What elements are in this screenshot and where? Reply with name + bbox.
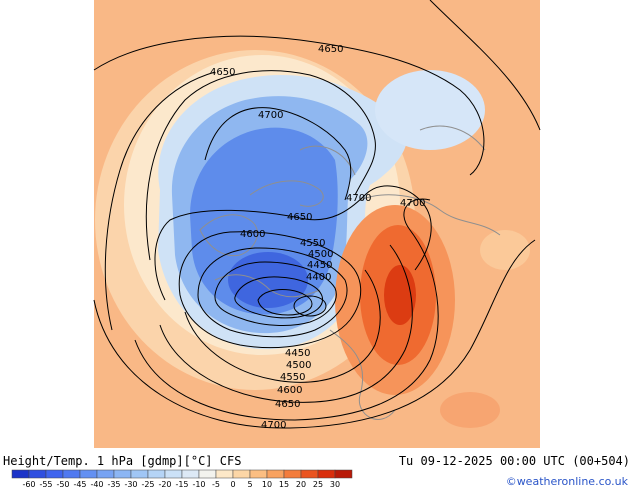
colorbar-swatch xyxy=(181,469,200,479)
colorbar-swatch xyxy=(232,469,251,479)
contour-label: 4700 xyxy=(258,110,283,121)
colorbar-tick-label: -50 xyxy=(56,480,69,489)
contour-label: 4400 xyxy=(306,272,331,283)
colorbar-swatch xyxy=(147,469,166,479)
colorbar-swatch xyxy=(198,469,217,479)
colorbar-tick-label: -55 xyxy=(39,480,52,489)
colorbar-swatch xyxy=(79,469,98,479)
colorbar-tick-label: 5 xyxy=(247,480,252,489)
colorbar-swatch xyxy=(96,469,115,479)
colorbar-swatch xyxy=(164,469,183,479)
contour-label: 4700 xyxy=(261,420,286,431)
contour-label: 4500 xyxy=(286,360,311,371)
colorbar-tick-label: -15 xyxy=(175,480,188,489)
contour-label: 4700 xyxy=(400,198,425,209)
warm-spot-east xyxy=(480,230,530,270)
contour-label: 4450 xyxy=(285,348,310,359)
colorbar-tick-label: -40 xyxy=(90,480,103,489)
colorbar-tick-label: -45 xyxy=(73,480,86,489)
colorbar-tick-label: -5 xyxy=(212,480,220,489)
colorbar-swatch xyxy=(45,469,64,479)
warm-spot-se xyxy=(440,392,500,428)
contour-label: 4600 xyxy=(240,229,265,240)
colorbar-tick-label: 20 xyxy=(296,480,306,489)
colorbar-swatch xyxy=(28,469,47,479)
forecast-datetime: Tu 09-12-2025 00:00 UTC (00+504) xyxy=(399,454,630,468)
contour-label: 4550 xyxy=(300,238,325,249)
contour-label: 4600 xyxy=(277,385,302,396)
colorbar-tick-label: -60 xyxy=(22,480,35,489)
colorbar-swatch xyxy=(266,469,285,479)
contour-label: 4550 xyxy=(280,372,305,383)
colorbar-swatch xyxy=(130,469,149,479)
colorbar-tick-label: 25 xyxy=(313,480,323,489)
cold-pool-deep xyxy=(228,252,308,308)
contour-label: 4650 xyxy=(318,44,343,55)
colorbar-tick-label: -35 xyxy=(107,480,120,489)
map-title: Height/Temp. 1 hPa [gdmp][°C] CFS xyxy=(3,454,241,468)
contour-label: 4650 xyxy=(210,67,235,78)
contour-label: 4700 xyxy=(346,193,371,204)
colorbar-swatch xyxy=(317,469,336,479)
colorbar-tick-label: 30 xyxy=(330,480,340,489)
contour-label: 4450 xyxy=(307,260,332,271)
colorbar-tick-label: 10 xyxy=(262,480,272,489)
contour-label: 4650 xyxy=(287,212,312,223)
colorbar-swatch xyxy=(11,469,30,479)
colorbar-swatch xyxy=(62,469,81,479)
colorbar-tick-label: -20 xyxy=(158,480,171,489)
colorbar-swatch xyxy=(334,469,353,479)
colorbar: -60 -55 -50 -45 -40 -35 -30 -25 -20 -15 -10 -5 0 5 10 1… xyxy=(11,469,353,489)
colorbar-swatch xyxy=(113,469,132,479)
colorbar-tick-label: -30 xyxy=(124,480,137,489)
colorbar-swatch xyxy=(215,469,234,479)
colorbar-tick-label: 15 xyxy=(279,480,289,489)
contour-label: 4500 xyxy=(308,249,333,260)
colorbar-tick-label: -25 xyxy=(141,480,154,489)
credit-link[interactable]: ©weatheronline.co.uk xyxy=(506,475,629,488)
colorbar-swatch xyxy=(249,469,268,479)
colorbar-swatch xyxy=(283,469,302,479)
coastlines xyxy=(199,125,501,420)
height-contours xyxy=(93,0,541,429)
colorbar-swatch xyxy=(300,469,319,479)
contour-label: 4650 xyxy=(275,399,300,410)
footer: Height/Temp. 1 hPa [gdmp][°C] CFS Tu 09-… xyxy=(3,454,630,489)
cold-patch-north xyxy=(375,70,485,150)
colorbar-tick-label: 0 xyxy=(230,480,235,489)
contour-label-group: 4650 4650 4700 4700 4700 4650 4600 4550 … xyxy=(210,44,425,431)
colorbar-tick-label: -10 xyxy=(192,480,205,489)
